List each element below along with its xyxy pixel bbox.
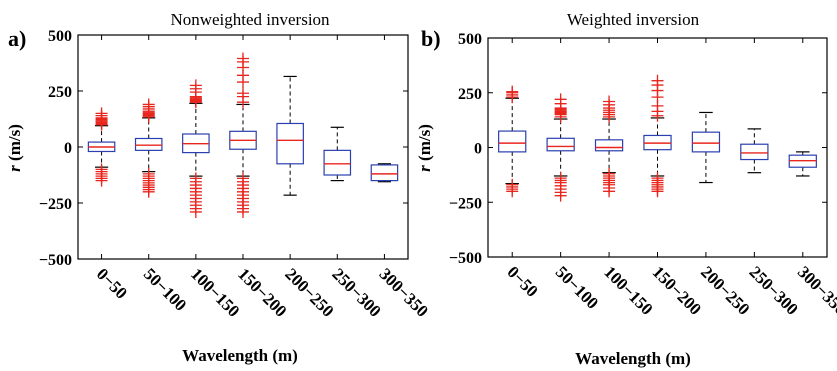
panel-b-outlier-marker [603,95,616,108]
panel-b-xtick-label: 250−300 [746,262,802,318]
panel-a-box [276,122,304,165]
panel-a-ylabel-symbol: r [5,165,24,172]
panel-b-label: b) [421,26,441,51]
panel-b-xtick-label: 200−250 [697,262,753,318]
panel-b-outlier-marker [651,74,664,87]
panel-b-ytick-label: 0 [474,141,482,158]
panel-a-xtick-label: 100−150 [187,264,243,320]
panel-b-ytick-label: 500 [458,31,482,48]
panel-a-box [323,149,352,176]
panel-b-outlier-marker [651,172,664,185]
panel-a-outlier-marker [95,163,108,176]
panel-b-ylabel: r (m/s) [415,124,434,172]
panel-b-outlier-marker [506,85,519,98]
panel-a-outlier-marker [189,172,202,185]
panel-b-outlier-marker [603,167,616,180]
panel-b-plot-frame [487,37,828,258]
panel-b-box [594,139,624,152]
panel-a-outlier-marker [237,87,249,100]
panel-a-outlier-marker [237,172,249,185]
panel-a-outlier-marker [142,98,155,111]
panel-b-box [691,131,721,153]
panel-a-box [370,164,399,182]
panel-b-title: Weighted inversion [567,10,700,29]
panel-b-ylabel-symbol: r [415,165,434,172]
panel-a-outlier-marker [95,107,108,120]
panel-b-ytick-label: 250 [458,86,482,103]
panel-a-ytick-label: 0 [64,140,72,157]
panel-a-xtick-label: 150−200 [234,264,290,320]
panel-b-ytick-label: −500 [449,250,482,267]
panel-a-outlier-marker [142,167,155,180]
panel-b-outlier-marker [506,178,519,191]
panel-a-box [134,137,163,151]
panel-a-outlier-marker [189,79,202,92]
panel-b-ytick-label: −250 [449,195,482,212]
panel-b-xtick-label: 150−200 [649,262,705,318]
panel-a-ylabel-unit: (m/s) [5,124,24,165]
panel-b-xtick-label: 50−100 [552,262,602,312]
panel-b: b) Weighted inversion r (m/s) Wavelength… [415,10,837,368]
panel-b-outlier-marker [554,172,567,185]
panel-b-box [498,130,527,153]
panel-a-ytick-label: 250 [48,84,72,101]
panel-a-ylabel: r (m/s) [5,124,24,172]
panel-a-outlier-marker [237,52,249,65]
panel-b-xtick-label: 300−350 [794,262,837,318]
panel-b-ylabel-unit: (m/s) [415,124,434,165]
panel-a-xtick-label: 200−250 [281,264,337,320]
panel-b-xlabel: Wavelength (m) [575,349,691,368]
panel-a-label: a) [8,26,26,51]
panel-a-title: Nonweighted inversion [170,10,330,29]
panel-a-ytick-label: −250 [39,196,72,213]
panel-a-xtick-label: 250−300 [328,264,384,320]
panel-a-xtick-label: 50−100 [140,264,190,314]
panel-a-xlabel: Wavelength (m) [182,346,298,365]
panel-a-ytick-label: −500 [39,252,72,269]
panel-b-outlier-marker [554,93,567,106]
panel-a-xtick-label: 0−50 [93,264,131,302]
panel-a-xtick-label: 300−350 [376,264,432,320]
panel-b-box [546,137,575,152]
panel-b-xtick-label: 100−150 [600,262,656,318]
panel-a: a) Nonweighted inversion r (m/s) Wavelen… [5,10,432,365]
panel-a-ytick-label: 500 [48,28,72,45]
panel-b-xtick-label: 0−50 [503,262,541,300]
panel-b-box [740,143,769,161]
